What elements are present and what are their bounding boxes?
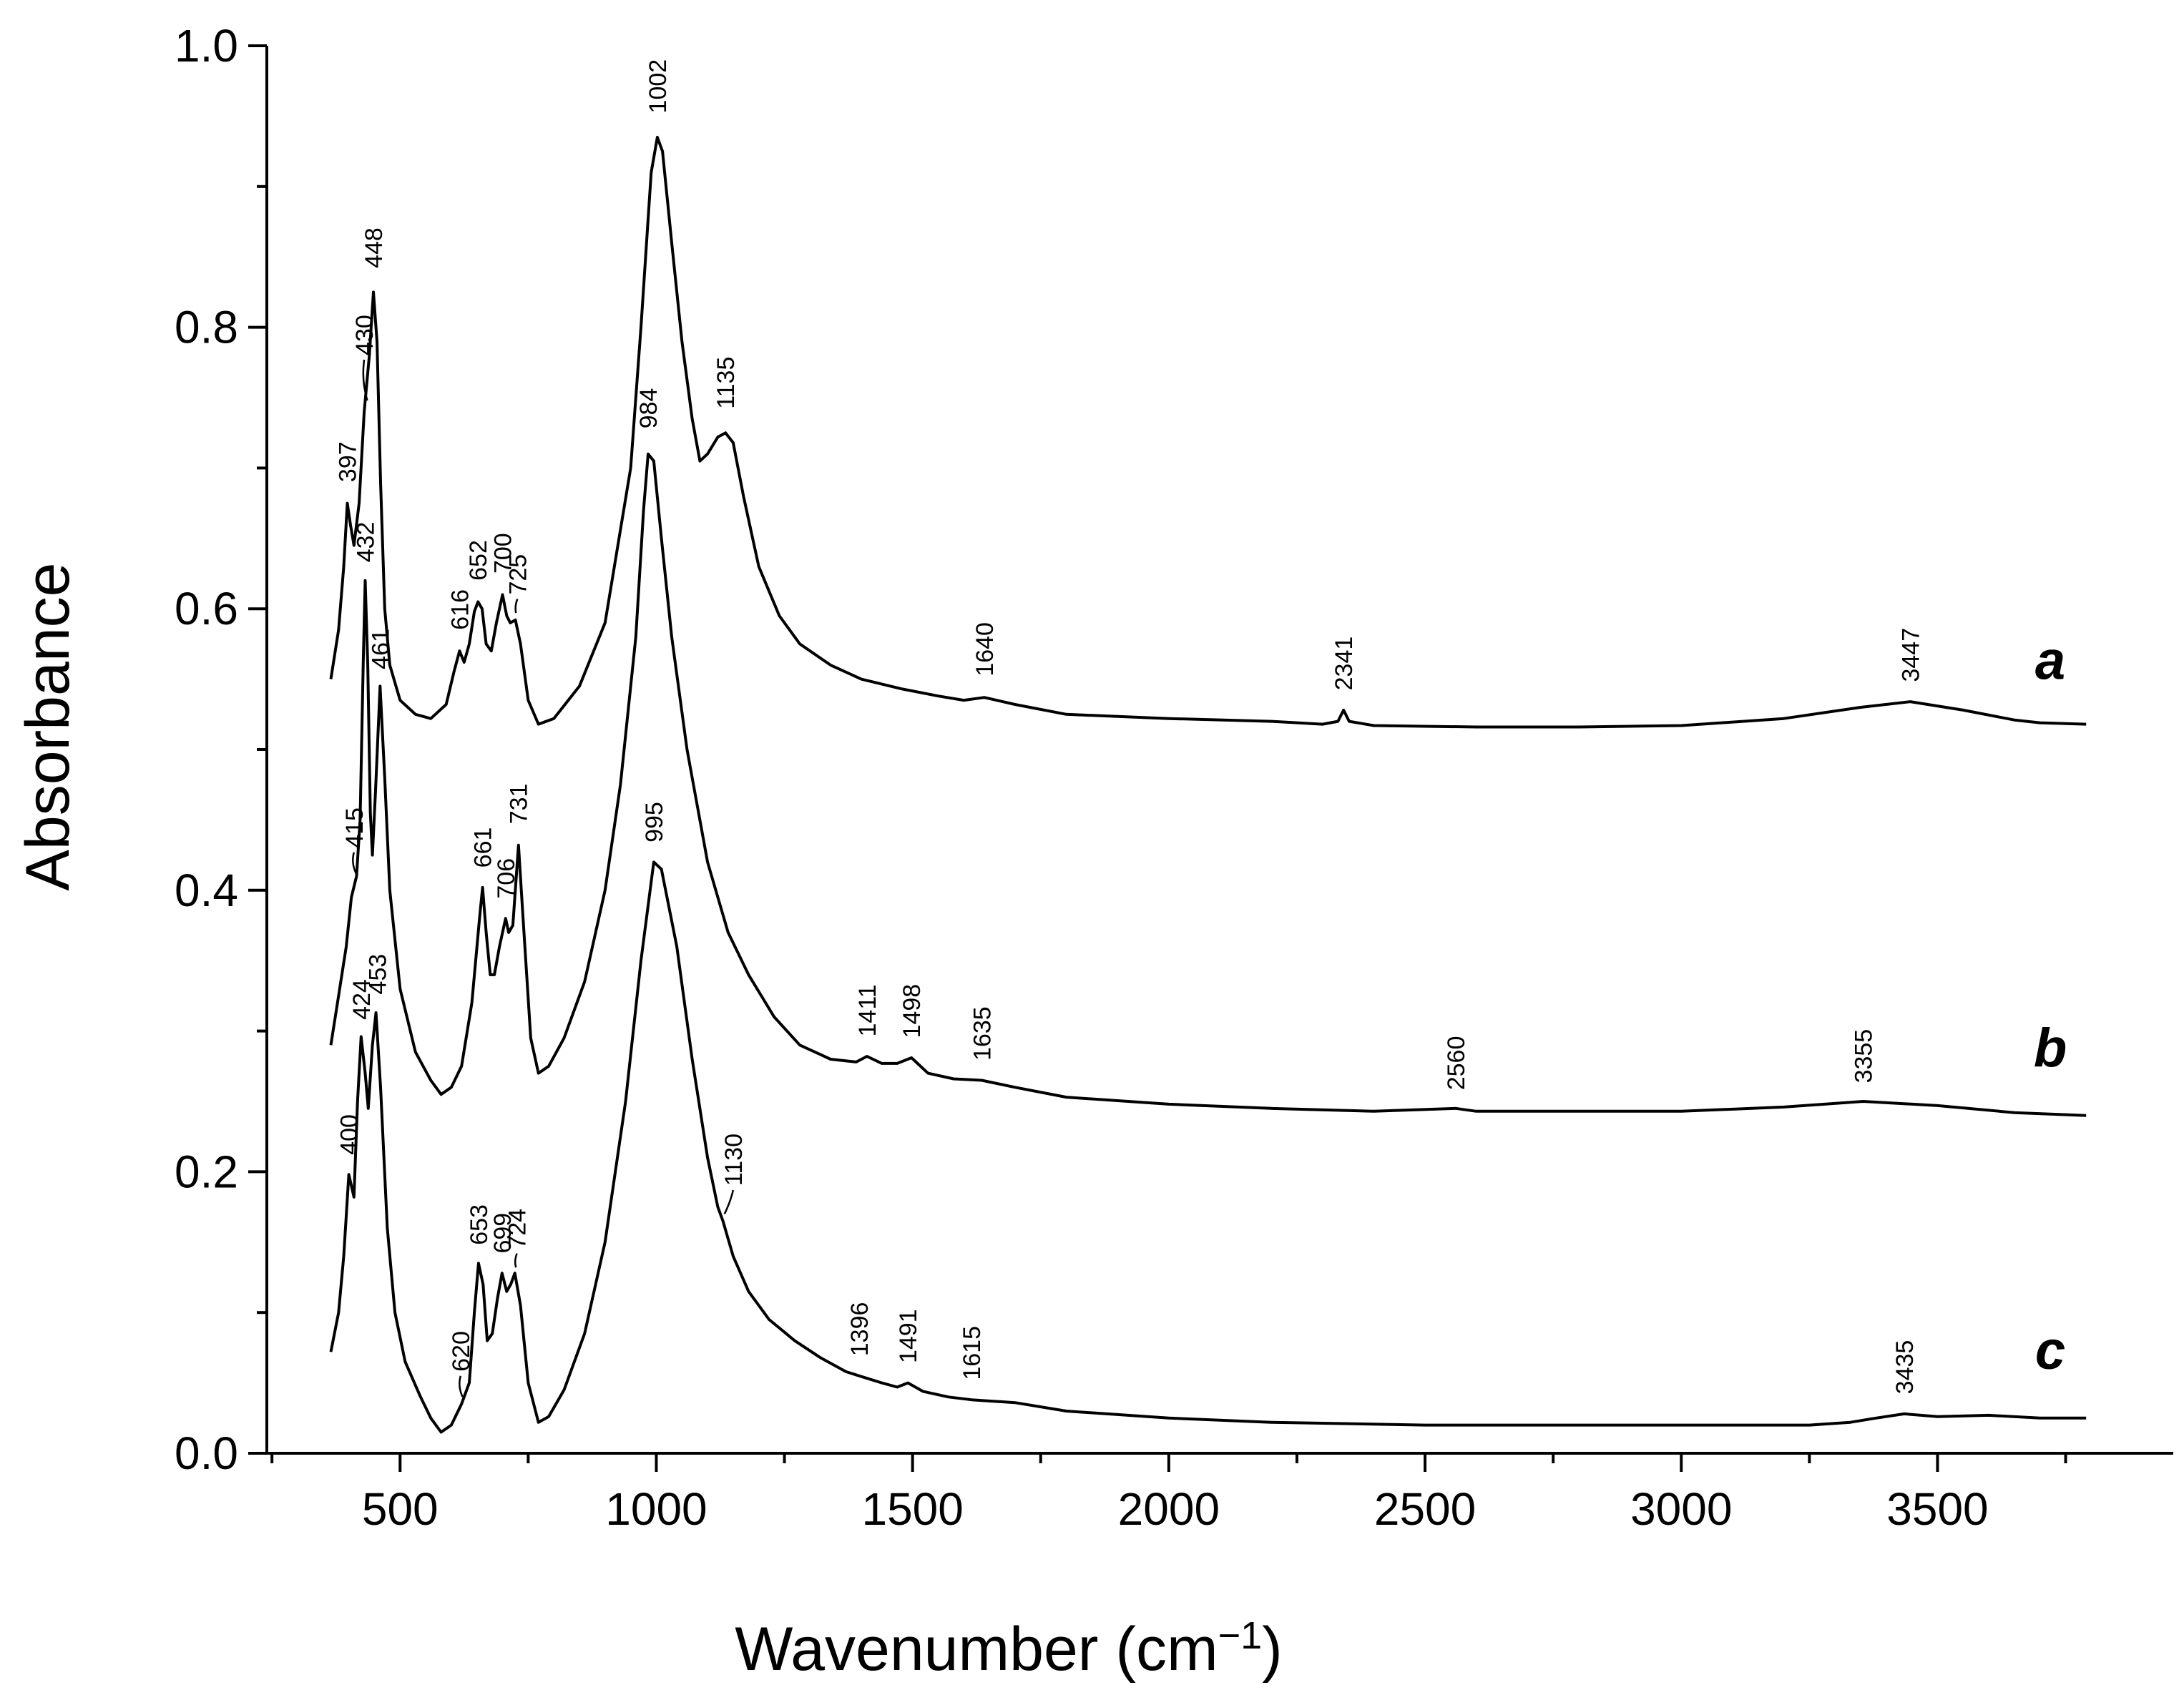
peak-label: 661 [470,827,497,868]
spectrum-line-c [329,860,2087,1434]
x-axis-title-close: ) [1262,1615,1283,1684]
peak-label: 1396 [846,1302,873,1357]
y-tick-label: 0.8 [175,302,238,353]
axis-ticks [248,44,2067,1472]
peak-label: 700 [490,533,517,574]
peak-label: 2560 [1443,1036,1470,1091]
peak-leader-line [514,1253,518,1268]
peak-label: 448 [361,227,388,268]
peak-label: 984 [635,388,662,429]
peak-leader-line [723,1189,735,1214]
spectrum-line-b [329,452,2087,1117]
x-tick-label: 3000 [1630,1483,1732,1535]
x-tick-label: 2000 [1118,1483,1220,1535]
series-labels: a b c [2034,631,2067,1381]
peak-label: 1615 [959,1326,986,1380]
peak-label: 415 [341,807,368,848]
spectrum-line-a [329,135,2087,729]
y-tick-label: 1.0 [175,20,238,72]
peak-label: 2341 [1331,637,1358,691]
peak-label: 724 [504,1209,532,1249]
peak-label: 3355 [1851,1029,1878,1084]
peak-label: 1491 [895,1309,922,1363]
series-label-b: b [2034,1018,2067,1079]
peak-label: 430 [351,315,378,355]
peak-label: 620 [448,1331,475,1372]
x-axis-title: Wavenumber (cm−1) [735,1614,1283,1684]
tick-labels: 500 1000 1500 2000 2500 3000 3500 0.0 0.2 0.4 0.6 0… [175,20,1989,1535]
y-tick-label: 0.0 [175,1428,238,1479]
x-tick-label: 3500 [1886,1483,1988,1535]
peak-label: 400 [336,1114,363,1155]
peak-label: 3447 [1897,628,1924,682]
plot-frame [265,46,2173,1455]
series-label-a: a [2035,631,2065,692]
series-group [329,135,2087,1434]
x-axis-title-sup: −1 [1218,1614,1263,1657]
peak-label: 1635 [969,1006,996,1061]
peak-label: 3435 [1891,1340,1919,1395]
series-label-c: c [2035,1320,2065,1381]
peak-label: 1411 [854,984,881,1036]
peak-label: 731 [506,784,533,825]
peak-label: 432 [353,522,380,563]
peak-label: 424 [348,979,376,1020]
peak-label: 1640 [971,622,999,677]
peak-label: 461 [367,629,394,669]
y-tick-label: 0.4 [175,865,238,916]
x-tick-label: 1500 [861,1483,963,1535]
peak-label: 995 [641,802,668,842]
peak-label: 397 [334,441,361,482]
peak-label: 699 [489,1213,516,1254]
peak-leader-line [514,599,519,614]
peak-label: 1002 [645,59,672,114]
peak-label: 653 [466,1204,493,1245]
peak-leader-line [459,1375,464,1397]
peak-label: 652 [465,540,492,581]
peak-label: 1130 [720,1134,748,1186]
peak-leader-line [352,852,357,874]
x-tick-label: 1000 [605,1483,707,1535]
x-tick-label: 2500 [1374,1483,1476,1535]
y-tick-label: 0.2 [175,1146,238,1197]
peak-label: 1498 [898,984,926,1038]
peak-leader-line [362,359,368,401]
x-tick-label: 500 [362,1483,439,1535]
peak-label: 616 [446,589,474,630]
peak-label: 706 [493,858,520,899]
x-axis-title-main: Wavenumber (cm [735,1615,1218,1684]
y-tick-label: 0.6 [175,583,238,634]
peak-label: 1135 [713,357,740,409]
peak-label: 725 [504,554,532,595]
peak-label: 453 [365,954,392,995]
y-axis-title: Absorbance [14,563,82,891]
